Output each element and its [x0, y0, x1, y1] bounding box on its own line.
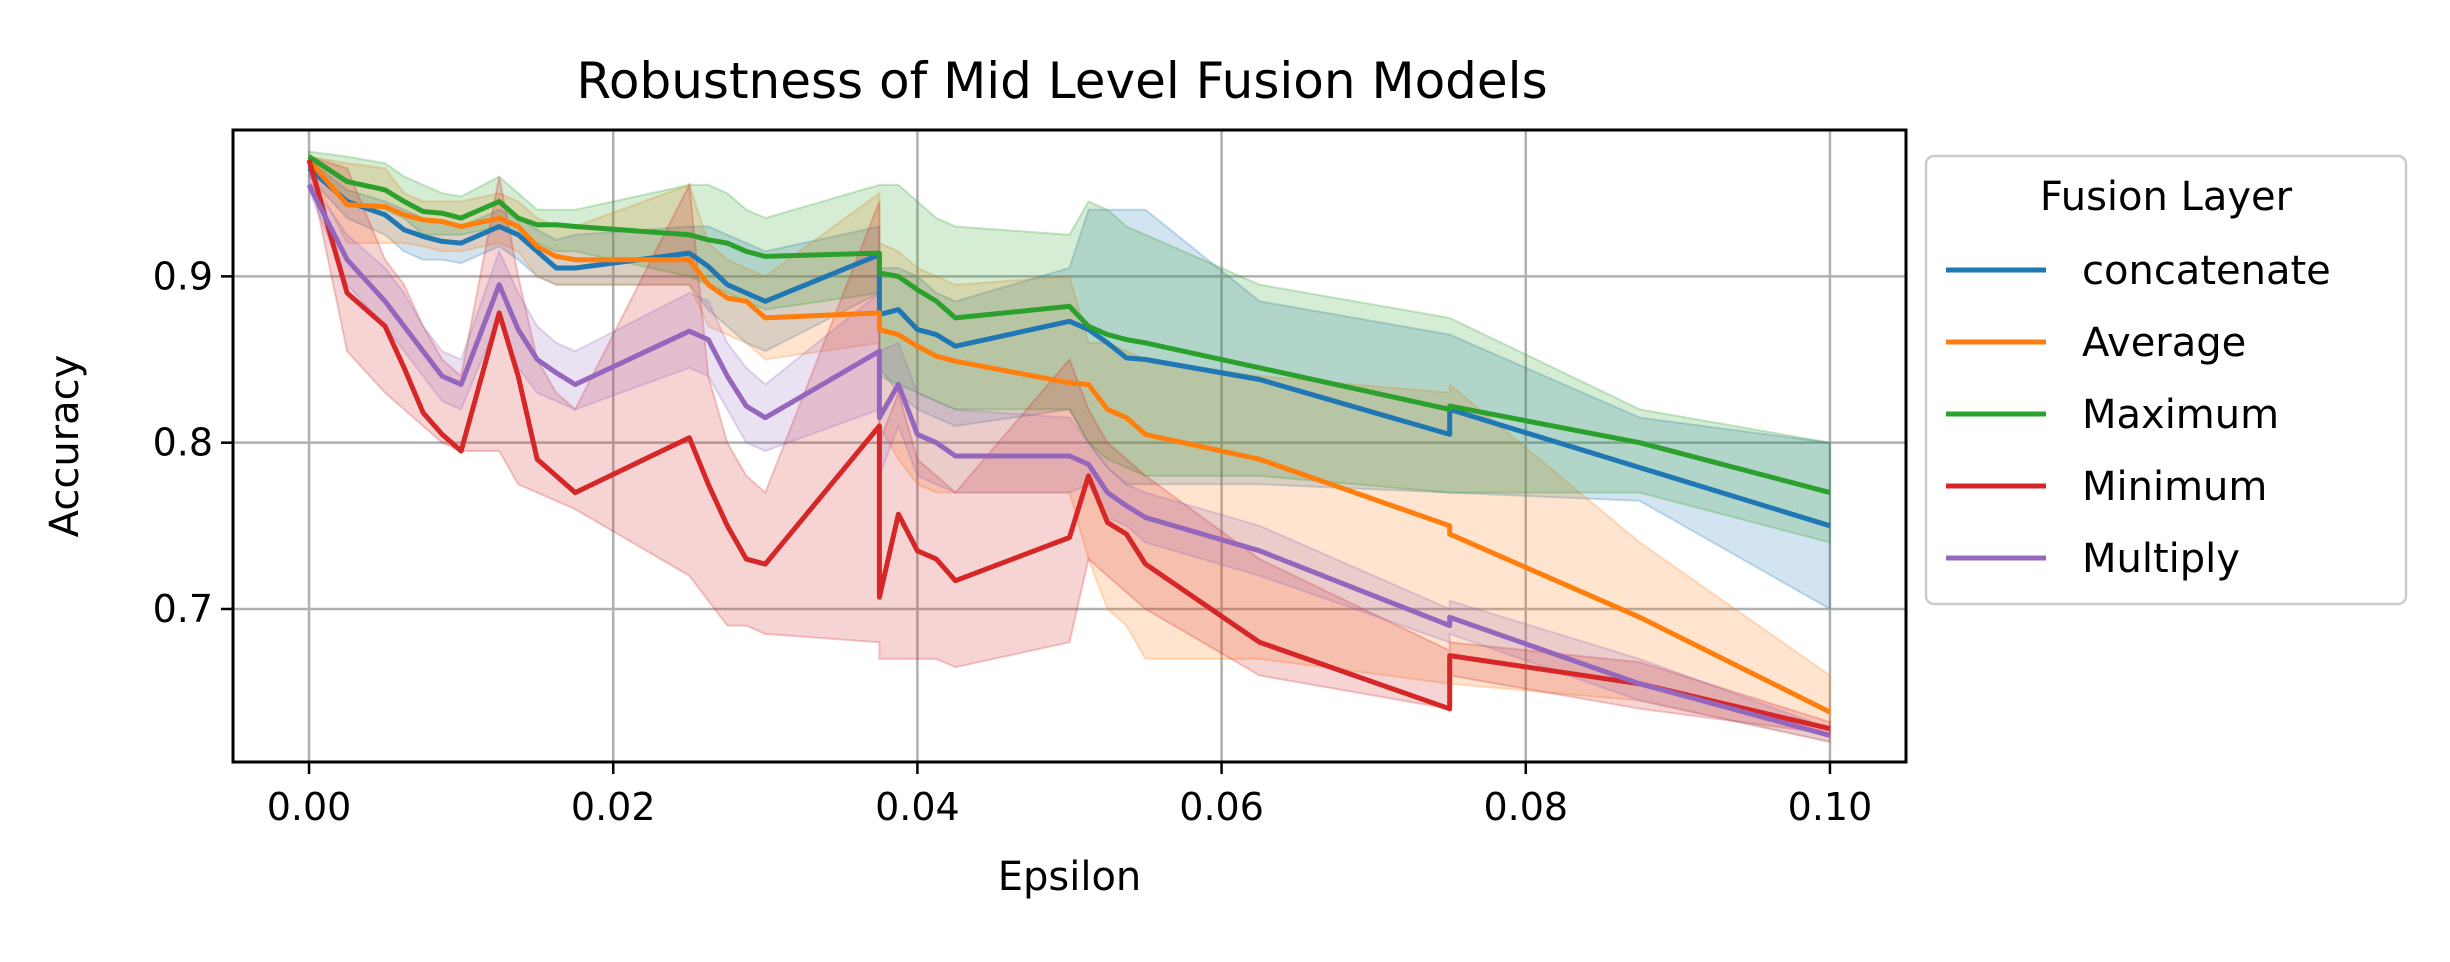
- x-axis-label: Epsilon: [998, 854, 1142, 900]
- x-tick-label: 0.08: [1483, 785, 1568, 829]
- y-tick-label: 0.9: [153, 254, 213, 298]
- x-tick-label: 0.00: [267, 785, 352, 829]
- band-maximum: [308, 150, 1831, 544]
- series-lines: [306, 154, 1832, 738]
- legend-items: concatenate Average Maximum Minimum Multiply: [1946, 248, 2331, 582]
- y-tick-label: 0.8: [153, 421, 213, 465]
- chart-title: Robustness of Mid Level Fusion Models: [576, 52, 1547, 110]
- line-average: [307, 158, 1832, 715]
- legend: Fusion Layer concatenate Average Maximum Mi…: [1924, 154, 2408, 606]
- legend-title: Fusion Layer: [2040, 174, 2293, 220]
- x-tick-label: 0.06: [1179, 785, 1264, 829]
- line-multiply: [306, 183, 1831, 738]
- band-multiply: [308, 176, 1831, 744]
- legend-label-average: Average: [2082, 320, 2246, 366]
- x-tick-label: 0.10: [1788, 785, 1873, 829]
- line-minimum: [306, 159, 1831, 732]
- legend-label-concatenate: concatenate: [2082, 248, 2331, 294]
- plot-background: [233, 130, 1906, 762]
- line-maximum: [307, 154, 1831, 496]
- y-axis-ticks: 0.7 0.8 0.9: [153, 254, 233, 631]
- plot-frame: [231, 128, 1908, 764]
- y-axis-label: Accuracy: [42, 355, 88, 538]
- x-axis-ticks: 0.00 0.02 0.04 0.06 0.08 0.10: [267, 762, 1873, 829]
- grid: [233, 130, 1906, 762]
- plot-area: [231, 128, 1908, 764]
- legend-label-multiply: Multiply: [2082, 536, 2240, 582]
- y-tick-label: 0.7: [153, 587, 213, 631]
- line-concatenate: [307, 166, 1831, 529]
- x-tick-label: 0.02: [571, 785, 656, 829]
- legend-label-minimum: Minimum: [2082, 464, 2267, 510]
- legend-label-maximum: Maximum: [2082, 392, 2279, 438]
- x-tick-label: 0.04: [875, 785, 960, 829]
